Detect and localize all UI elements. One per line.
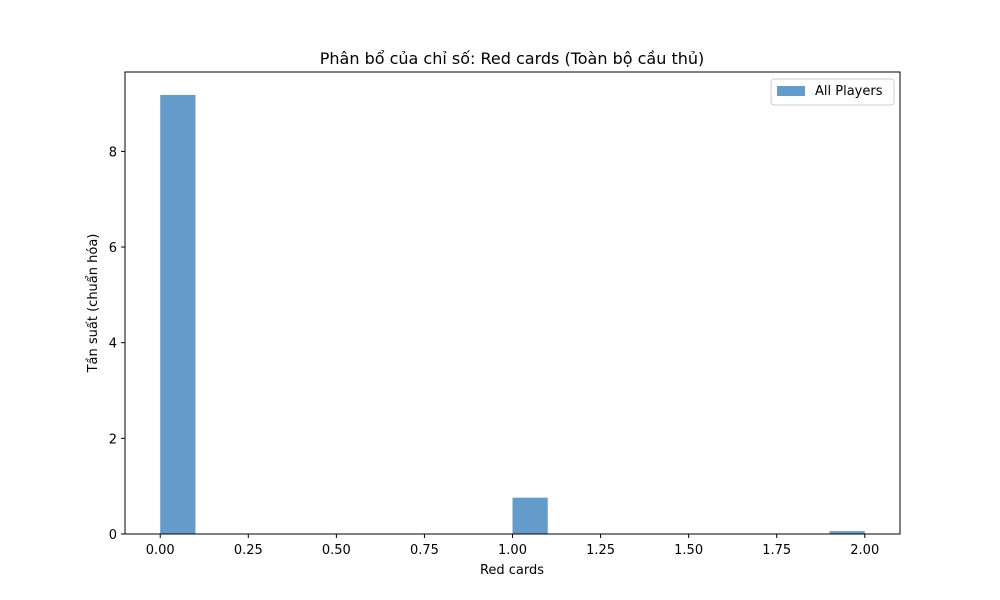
y-axis-label: Tần suất (chuẩn hóa) <box>86 234 101 374</box>
x-tick-label: 1.00 <box>498 543 527 558</box>
x-tick-label: 0.25 <box>234 543 263 558</box>
x-tick-label: 0.75 <box>410 543 439 558</box>
y-tick-label: 4 <box>109 337 117 352</box>
y-axis-ticks: 0 2 4 6 8 <box>109 145 125 543</box>
y-tick-label: 0 <box>109 528 117 543</box>
x-tick-label: 1.25 <box>586 543 615 558</box>
x-axis-label: Red cards <box>480 563 544 578</box>
y-tick-label: 6 <box>109 241 117 256</box>
x-tick-label: 0.00 <box>146 543 175 558</box>
x-tick-label: 2.00 <box>850 543 879 558</box>
legend-frame <box>770 78 895 106</box>
histogram-bar <box>829 531 865 534</box>
chart-title: Phân bổ của chỉ số: Red cards (Toàn bộ c… <box>320 49 704 68</box>
y-tick-label: 8 <box>109 145 117 160</box>
histogram-bar <box>512 497 548 534</box>
x-tick-label: 1.75 <box>762 543 791 558</box>
x-tick-label: 0.50 <box>322 543 351 558</box>
legend-label: All Players <box>815 84 883 99</box>
bars-group <box>160 94 865 535</box>
y-tick-label: 2 <box>109 432 117 447</box>
legend-swatch <box>777 86 805 96</box>
x-tick-label: 1.50 <box>674 543 703 558</box>
histogram-bar <box>160 94 196 535</box>
plot-area-frame <box>124 71 901 535</box>
legend: All Players <box>770 78 895 106</box>
x-axis-ticks: 0.00 0.25 0.50 0.75 1.00 1.25 1.50 1.75 2.00 <box>146 534 879 558</box>
